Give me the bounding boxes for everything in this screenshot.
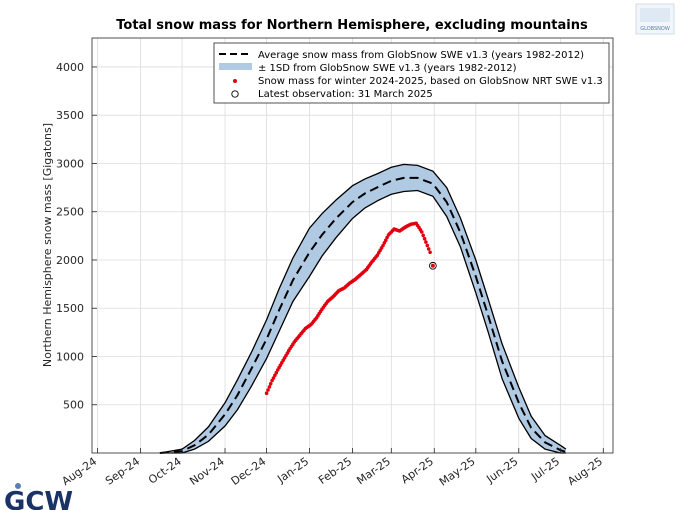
y-tick-label: 2000 (56, 254, 84, 267)
x-tick-label: Sep-24 (103, 455, 142, 488)
x-tick-labels: Aug-24 Sep-24 Oct-24 Nov-24 Dec-24 Jan-25 Feb-… (59, 448, 605, 489)
y-tick-label: 1000 (56, 350, 84, 363)
x-tick-label: Aug-24 (59, 455, 99, 488)
x-tick-label: May-25 (437, 455, 478, 489)
logo-globsnow-text: GLOBSNOW (640, 26, 670, 32)
sd-band-fill (159, 164, 566, 453)
observation-dot (426, 247, 431, 251)
y-tick-label: 4000 (56, 61, 84, 74)
observation-dot (267, 385, 272, 389)
observation-dot (274, 370, 279, 375)
legend-label-sd: ± 1SD from GlobSnow SWE v1.3 (years 1982… (258, 63, 517, 74)
observation-dot (421, 233, 426, 238)
y-axis-label: Northern Hemisphere snow mass [Gigatons] (41, 123, 54, 367)
y-tick-label: 3500 (56, 109, 84, 122)
sd-band-lower-edge (159, 189, 566, 454)
x-tick-label: Jul-25 (528, 455, 562, 484)
x-tick-label: Dec-24 (229, 455, 269, 488)
legend: Average snow mass from GlobSnow SWE v1.3… (213, 42, 610, 104)
y-tick-label: 3000 (56, 157, 84, 170)
observation-dots (264, 221, 432, 396)
observation-dot (264, 391, 269, 396)
sd-band (159, 163, 567, 454)
x-tick-label: Jun-25 (483, 455, 520, 486)
x-tick-label: Aug-25 (565, 455, 605, 488)
y-tick-label: 500 (63, 399, 84, 412)
logo-globsnow: GLOBSNOW (635, 3, 675, 35)
observation-dot (425, 243, 430, 248)
legend-label-dots: Snow mass for winter 2024-2025, based on… (258, 76, 603, 87)
x-tick-label: Jan-25 (274, 455, 311, 486)
latest-observation (429, 261, 437, 270)
y-tick-label: 2500 (56, 206, 84, 219)
average-line (159, 176, 567, 454)
x-tick-label: Feb-25 (316, 455, 354, 487)
observation-dot (381, 243, 385, 248)
legend-swatch-latest (231, 90, 239, 98)
legend-swatch-dots (233, 79, 237, 83)
logo-gcw: GCW (4, 483, 73, 510)
y-tick-label: 1500 (56, 302, 84, 315)
x-tick-label: Mar-25 (354, 455, 393, 487)
latest-observation-marker (429, 261, 437, 270)
legend-box (213, 42, 610, 104)
observation-dot (420, 230, 424, 234)
observation-dot (422, 236, 427, 241)
average-snow-mass-line (159, 176, 567, 454)
x-tick-label: Oct-24 (146, 455, 184, 487)
sd-band-upper-edge (159, 163, 567, 454)
logo-gcw-text: GCW (4, 487, 73, 510)
y-tick-labels: 500 1000 1500 2000 2500 3000 3500 4000 (56, 61, 97, 412)
chart-title: Total snow mass for Northern Hemisphere,… (116, 18, 588, 33)
latest-observation-dot (430, 263, 435, 268)
observation-dot (268, 382, 273, 386)
legend-label-average: Average snow mass from GlobSnow SWE v1.3… (258, 50, 584, 61)
x-tick-label: Apr-25 (399, 455, 436, 486)
observation-dot (384, 238, 388, 242)
observation-dot (428, 250, 432, 255)
x-tick-label: Nov-24 (187, 455, 227, 488)
legend-swatch-sd (219, 63, 252, 70)
observation-dot (424, 240, 428, 244)
observation-dot (266, 388, 270, 392)
observation-dot (271, 376, 276, 380)
legend-label-latest: Latest observation: 31 March 2025 (258, 89, 433, 100)
